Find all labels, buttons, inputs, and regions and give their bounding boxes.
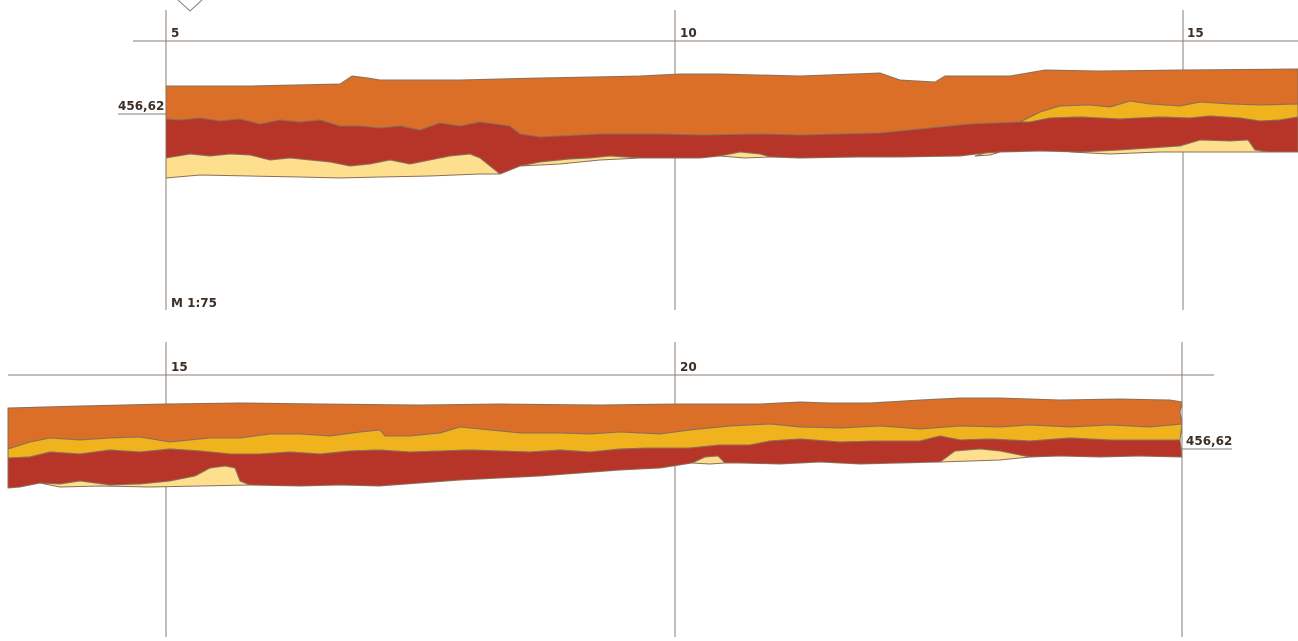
upper-distance-label: 15 — [1187, 26, 1204, 40]
lower-elevation-label: 456,62 — [1186, 434, 1232, 448]
upper-profile-section: 5 10 15 456,62 M 1:75 — [118, 10, 1298, 310]
lower-profile-section: 15 20 456,62 — [8, 342, 1232, 637]
upper-distance-label: 5 — [171, 26, 179, 40]
upper-elevation-label: 456,62 — [118, 99, 164, 113]
lower-distance-label: 15 — [171, 360, 188, 374]
scale-label: M 1:75 — [171, 296, 217, 310]
profile-marker-icon — [178, 0, 202, 11]
lower-distance-label: 20 — [680, 360, 697, 374]
upper-distance-label: 10 — [680, 26, 697, 40]
